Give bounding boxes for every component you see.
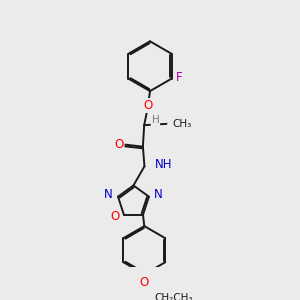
Text: O: O	[140, 276, 149, 289]
Text: N: N	[104, 188, 113, 201]
Text: CH₃: CH₃	[172, 119, 191, 129]
Text: N: N	[154, 188, 163, 201]
Text: O: O	[110, 210, 119, 223]
Text: H: H	[152, 116, 159, 125]
Text: O: O	[143, 99, 153, 112]
Text: O: O	[114, 138, 124, 151]
Text: F: F	[176, 71, 182, 84]
Text: CH₂CH₃: CH₂CH₃	[154, 293, 193, 300]
Text: NH: NH	[155, 158, 172, 171]
